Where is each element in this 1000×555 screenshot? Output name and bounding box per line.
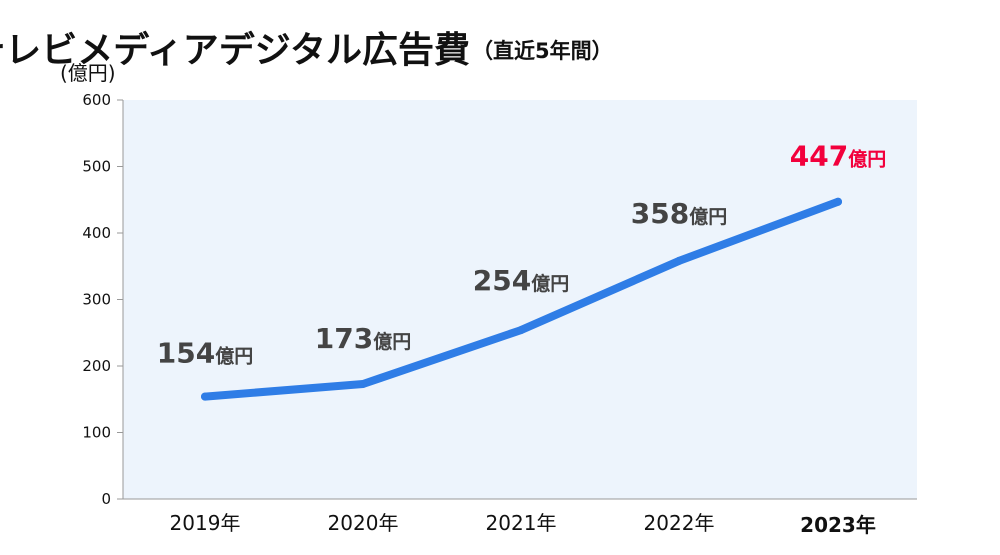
x-tick-suffix: 年 xyxy=(220,511,240,535)
data-point xyxy=(359,379,367,388)
y-tick-label: 0 xyxy=(101,490,111,508)
data-label-value: 254 xyxy=(473,264,531,297)
data-point xyxy=(675,256,683,265)
y-axis-unit: (億円) xyxy=(60,61,116,85)
y-tick-label: 200 xyxy=(82,357,111,375)
x-tick-year: 2019 xyxy=(170,511,221,535)
data-label: 358億円 xyxy=(631,197,727,230)
data-label-unit: 億円 xyxy=(848,148,886,171)
x-tick-year: 2020 xyxy=(328,511,379,535)
y-tick-label: 500 xyxy=(82,158,111,176)
data-point xyxy=(834,197,842,206)
chart-subtitle: （直近5年間） xyxy=(472,39,613,63)
data-label-value: 173 xyxy=(315,322,373,355)
x-tick-label: 2023年 xyxy=(800,513,876,537)
x-tick-label: 2022年 xyxy=(644,511,715,535)
x-tick-year: 2023 xyxy=(800,513,856,537)
x-tick-suffix: 年 xyxy=(694,511,714,535)
y-tick-label: 400 xyxy=(82,224,111,242)
x-tick-suffix: 年 xyxy=(536,511,556,535)
data-label-value: 154 xyxy=(157,337,215,370)
x-tick-suffix: 年 xyxy=(378,511,398,535)
data-label-unit: 億円 xyxy=(373,330,411,353)
y-tick-label: 300 xyxy=(82,291,111,309)
x-tick-label: 2021年 xyxy=(486,511,557,535)
data-label-value: 447 xyxy=(790,140,848,173)
data-label-unit: 億円 xyxy=(689,205,727,228)
x-tick-year: 2021 xyxy=(486,511,537,535)
plot-area xyxy=(123,100,917,499)
data-label: 173億円 xyxy=(315,322,411,355)
chart-title: テレビメディアデジタル広告費 xyxy=(0,29,470,71)
y-ticks: 0 100 200 300 400 500 600 xyxy=(82,91,123,508)
y-tick-label: 100 xyxy=(82,424,111,442)
data-label-unit: 億円 xyxy=(531,272,569,295)
data-label-unit: 億円 xyxy=(215,345,253,368)
data-label: 447億円 xyxy=(790,140,886,173)
x-tick-label: 2020年 xyxy=(328,511,399,535)
x-tick-year: 2022 xyxy=(644,511,695,535)
x-ticks: 2019年 2020年 2021年 2022年 2023年 xyxy=(170,511,876,537)
data-point xyxy=(201,392,209,401)
data-label: 254億円 xyxy=(473,264,569,297)
data-label: 154億円 xyxy=(157,337,253,370)
data-label-value: 358 xyxy=(631,197,689,230)
x-tick-suffix: 年 xyxy=(856,513,876,537)
x-tick-label: 2019年 xyxy=(170,511,241,535)
y-tick-label: 600 xyxy=(82,91,111,109)
data-point xyxy=(517,326,525,335)
